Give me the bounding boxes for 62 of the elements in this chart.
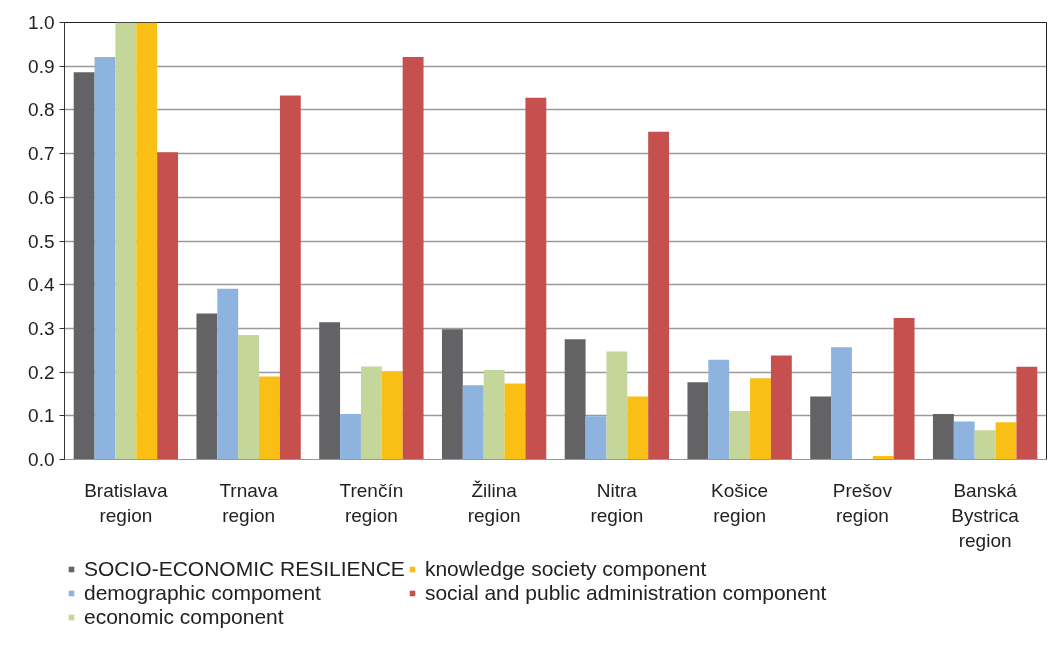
bar [893, 317, 915, 460]
bar [196, 313, 218, 460]
legend-label: economic component [84, 605, 284, 629]
bar [136, 22, 158, 460]
x-tick-label: Trnava region [219, 479, 279, 526]
bar [831, 347, 852, 460]
bar [627, 396, 649, 460]
bar [504, 383, 526, 460]
bar [1016, 366, 1038, 460]
bar [238, 334, 260, 460]
x-tick-label: Trenčín region [339, 479, 404, 526]
x-tick-label: Nitra region [590, 479, 644, 526]
bar [770, 355, 792, 460]
bar [729, 410, 751, 460]
bar [810, 396, 832, 460]
bar [932, 414, 954, 460]
bar [606, 351, 628, 460]
legend-label: demographic compoment [84, 581, 321, 605]
bar [525, 97, 547, 460]
bar [279, 95, 301, 460]
y-tick-label: 0.7 [28, 143, 55, 165]
bar [340, 414, 361, 460]
bar [319, 322, 341, 460]
y-tick-label: 0.3 [28, 317, 55, 339]
x-tick-label: Prešov region [832, 479, 893, 526]
bar [648, 131, 670, 460]
bar [462, 385, 484, 460]
y-tick-label: 0.9 [28, 55, 55, 77]
y-tick-label: 0.5 [28, 230, 55, 252]
y-tick-label: 0.4 [28, 274, 55, 296]
x-tick-label: Bratislava region [84, 479, 169, 526]
y-tick-label: 0.6 [28, 186, 55, 208]
legend-label: SOCIO-ECONOMIC RESILIENCE [84, 557, 405, 581]
bar [995, 422, 1017, 460]
bar [94, 57, 116, 460]
y-tick-label: 1.0 [28, 12, 55, 33]
legend-label: social and public administration component [424, 581, 827, 605]
y-tick-label: 0.0 [28, 449, 55, 470]
x-tick-label: Banská Bystrica region [951, 479, 1020, 551]
legend-label: knowledge society component [424, 557, 707, 581]
x-tick-label: Košice region [711, 479, 769, 526]
bar [585, 416, 607, 460]
bar [708, 359, 730, 460]
bar [687, 382, 709, 460]
bar [402, 57, 424, 460]
bar [360, 366, 382, 460]
bar [750, 378, 771, 460]
bar [441, 329, 463, 460]
bar [73, 72, 95, 460]
bar [953, 421, 975, 460]
bar [564, 339, 586, 460]
x-tick-label: Žilina region [467, 479, 521, 526]
bar [115, 22, 137, 460]
bar [483, 369, 505, 460]
y-tick-label: 0.2 [28, 361, 55, 383]
bar [217, 288, 239, 460]
y-tick-label: 0.8 [28, 99, 55, 121]
bar [381, 371, 403, 460]
bar [259, 376, 280, 460]
y-tick-label: 0.1 [28, 405, 55, 427]
bar [974, 430, 996, 460]
bar [157, 152, 179, 460]
